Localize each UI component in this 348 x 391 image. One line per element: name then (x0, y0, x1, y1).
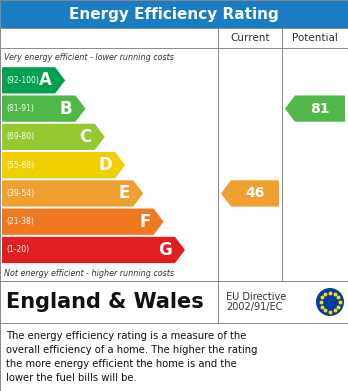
Text: the more energy efficient the home is and the: the more energy efficient the home is an… (6, 359, 237, 369)
Text: (21-38): (21-38) (6, 217, 34, 226)
Text: (92-100): (92-100) (6, 76, 39, 85)
Text: D: D (98, 156, 112, 174)
Polygon shape (285, 95, 345, 122)
Polygon shape (221, 180, 279, 206)
Polygon shape (2, 237, 185, 263)
Text: B: B (60, 100, 72, 118)
Polygon shape (2, 208, 164, 235)
Text: C: C (79, 128, 92, 146)
Text: (55-68): (55-68) (6, 161, 34, 170)
Text: (81-91): (81-91) (6, 104, 34, 113)
Polygon shape (2, 95, 86, 122)
Text: Current: Current (230, 33, 270, 43)
Text: Very energy efficient - lower running costs: Very energy efficient - lower running co… (4, 53, 174, 62)
Text: (39-54): (39-54) (6, 189, 34, 198)
Polygon shape (2, 180, 143, 206)
Text: (1-20): (1-20) (6, 246, 29, 255)
Text: Energy Efficiency Rating: Energy Efficiency Rating (69, 7, 279, 22)
Text: Not energy efficient - higher running costs: Not energy efficient - higher running co… (4, 269, 174, 278)
Text: G: G (158, 241, 172, 259)
Text: The energy efficiency rating is a measure of the: The energy efficiency rating is a measur… (6, 331, 246, 341)
Text: 2002/91/EC: 2002/91/EC (226, 302, 282, 312)
Text: lower the fuel bills will be.: lower the fuel bills will be. (6, 373, 137, 383)
Polygon shape (2, 67, 65, 93)
Text: overall efficiency of a home. The higher the rating: overall efficiency of a home. The higher… (6, 345, 258, 355)
Text: F: F (139, 213, 151, 231)
Text: (69-80): (69-80) (6, 133, 34, 142)
Polygon shape (2, 124, 105, 150)
Text: A: A (39, 71, 52, 89)
Bar (0, 0, 348, 28)
Polygon shape (2, 152, 125, 178)
Circle shape (316, 288, 344, 316)
Text: 46: 46 (245, 187, 265, 201)
Text: England & Wales: England & Wales (6, 292, 204, 312)
Text: E: E (119, 185, 130, 203)
Text: EU Directive: EU Directive (226, 292, 286, 302)
Text: 81: 81 (310, 102, 330, 116)
Text: Potential: Potential (292, 33, 338, 43)
